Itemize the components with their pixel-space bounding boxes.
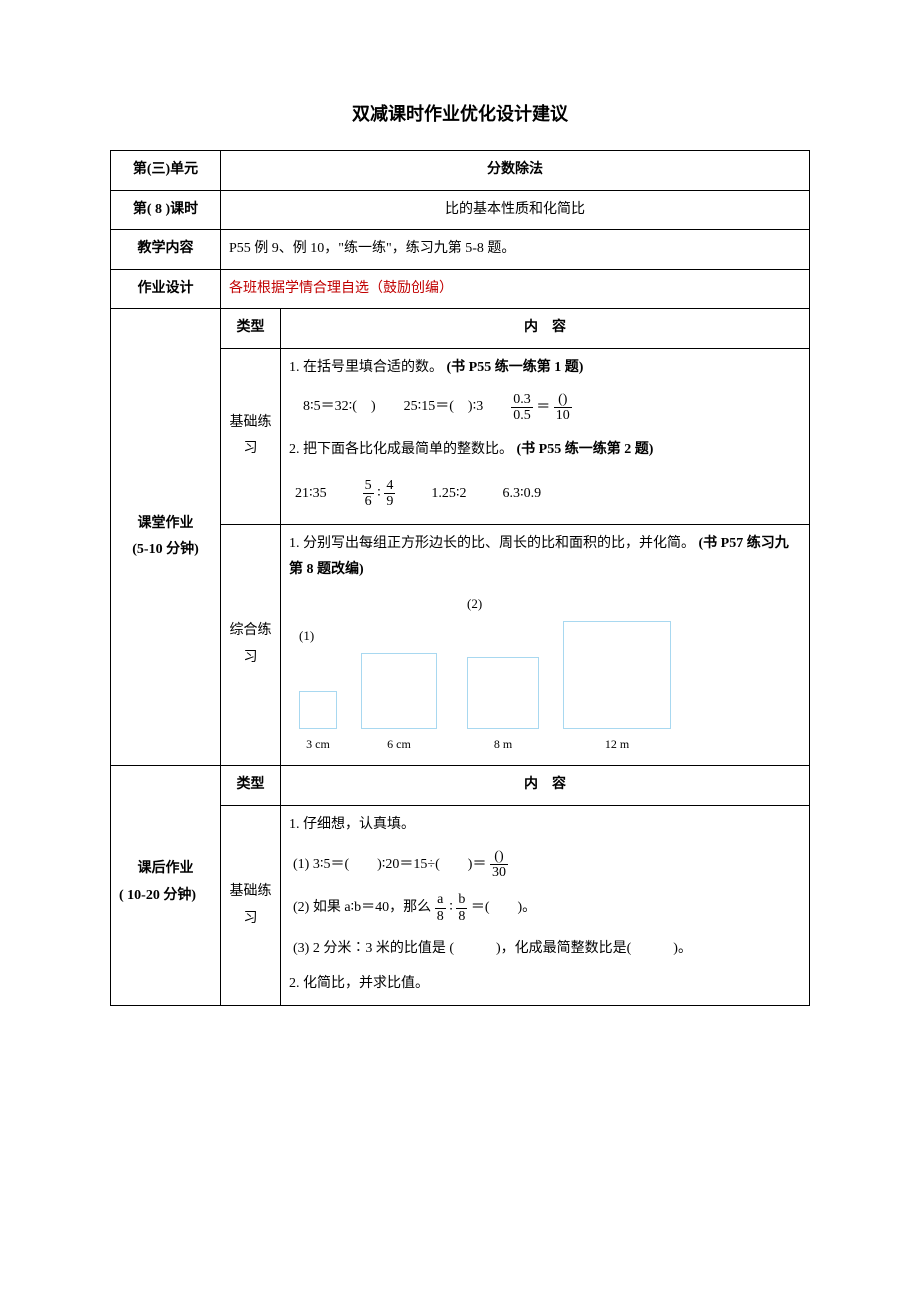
q1-ref: (书 P55 练一练第 1 题) [447, 360, 584, 375]
row-teach: 教学内容 P55 例 9、例 10，"练一练"，练习九第 5-8 题。 [111, 230, 810, 270]
hw-q1a: (1) 3∶5＝( )∶20＝15÷( )＝ () 30 [293, 849, 801, 881]
q1-frac-left: 0.3 0.5 [511, 392, 533, 424]
classwork-basic-content: 1. 在括号里填合适的数。 (书 P55 练一练第 1 题) 8∶5＝32∶( … [281, 348, 810, 524]
q2-text: 2. 把下面各比化成最简单的整数比。 [289, 442, 513, 457]
teach-content: P55 例 9、例 10，"练一练"，练习九第 5-8 题。 [221, 230, 810, 270]
homework-basic-content: 1. 仔细想，认真填。 (1) 3∶5＝( )∶20＝15÷( )＝ () 30… [281, 805, 810, 1005]
q1-eq1: 8∶5＝32∶( ) [303, 394, 376, 421]
hw-q1b-colon: ∶ [449, 900, 453, 915]
square-item: 12 m [563, 621, 671, 756]
q2-f1: 5 6 [363, 478, 374, 510]
q2-eq1: 21∶35 [295, 481, 327, 508]
classwork-basic-type: 基础练习 [221, 348, 281, 524]
lesson-label: 第( 8 )课时 [111, 190, 221, 230]
square-pair-row: 3 cm 6 cm [299, 653, 437, 756]
q2-equations: 21∶35 5 6 ∶ 4 9 1.25∶2 6.3∶0.9 [295, 478, 801, 510]
homework-basic-type: 基础练习 [221, 805, 281, 1005]
hw-q1b-prefix: (2) 如果 a∶b＝40，那么 [293, 900, 431, 915]
q2-eq4: 6.3∶0.9 [502, 481, 541, 508]
row-unit: 第(三)单元 分数除法 [111, 151, 810, 191]
q1-text: 1. 在括号里填合适的数。 [289, 360, 443, 375]
q1-eq2: 25∶15＝( )∶3 [404, 394, 484, 421]
row-lesson: 第( 8 )课时 比的基本性质和化简比 [111, 190, 810, 230]
lesson-title: 比的基本性质和化简比 [221, 190, 810, 230]
main-table: 第(三)单元 分数除法 第( 8 )课时 比的基本性质和化简比 教学内容 P55… [110, 150, 810, 1006]
classwork-label: 课堂作业 (5-10 分钟) [111, 309, 221, 766]
group-number: (2) [467, 592, 482, 617]
hw-q1b-f2: b 8 [456, 892, 467, 924]
square-label: 8 m [494, 733, 512, 756]
q1-frac-right: () 10 [554, 392, 572, 424]
hw-q1b-f1: a 8 [435, 892, 446, 924]
square-item: 3 cm [299, 691, 337, 756]
q2-frac-expr: 5 6 ∶ 4 9 [363, 478, 396, 510]
hw-content: 各班根据学情合理自选（鼓励创编） [221, 269, 810, 309]
hw-q1b: (2) 如果 a∶b＝40，那么 a 8 ∶ b 8 ＝( )。 [293, 892, 801, 924]
group-number: (1) [299, 624, 314, 649]
unit-label: 第(三)单元 [111, 151, 221, 191]
classwork-comp-content: 1. 分别写出每组正方形边长的比、周长的比和面积的比，并化简。 (书 P57 练… [281, 524, 810, 766]
hw-q1-header: 1. 仔细想，认真填。 [289, 812, 801, 839]
homework-label-l2: ( 10-20 分钟) [119, 883, 212, 910]
row-classwork-header: 课堂作业 (5-10 分钟) 类型 内 容 [111, 309, 810, 349]
comp-q1-text: 1. 分别写出每组正方形边长的比、周长的比和面积的比，并化简。 [289, 536, 695, 551]
classwork-label-l1: 课堂作业 [119, 511, 212, 538]
homework-label: 课后作业 ( 10-20 分钟) [111, 766, 221, 1006]
hw-q2: 2. 化简比，并求比值。 [289, 971, 801, 998]
q1-frac-expr: 0.3 0.5 ＝ () 10 [511, 392, 572, 424]
q1-equations: 8∶5＝32∶( ) 25∶15＝( )∶3 0.3 0.5 ＝ () 10 [303, 392, 801, 424]
document-title: 双减课时作业优化设计建议 [110, 100, 810, 126]
hw-q1c: (3) 2 分米∶3 米的比值是 ( )，化成最简整数比是( )。 [293, 936, 801, 963]
square-shape [299, 691, 337, 729]
q2-eq3: 1.25∶2 [431, 481, 466, 508]
squares-diagram: (1) 3 cm 6 cm (2) 8 m 12 m [299, 592, 801, 755]
square-item: 8 m [467, 657, 539, 756]
col-type-header-2: 类型 [221, 766, 281, 806]
square-item: 6 cm [361, 653, 437, 756]
hw-q1a-frac: () 30 [490, 849, 508, 881]
classwork-comp-type: 综合练习 [221, 524, 281, 766]
q1-frac-eq: ＝ [536, 400, 550, 415]
homework-label-l1: 课后作业 [119, 856, 212, 883]
teach-label: 教学内容 [111, 230, 221, 270]
hw-q1b-suffix: ＝( )。 [471, 900, 536, 915]
col-type-header-1: 类型 [221, 309, 281, 349]
classwork-label-l2: (5-10 分钟) [119, 537, 212, 564]
square-group: (2) 8 m 12 m [467, 592, 671, 755]
hw-label: 作业设计 [111, 269, 221, 309]
q2-ref: (书 P55 练一练第 2 题) [517, 442, 654, 457]
square-group: (1) 3 cm 6 cm [299, 624, 437, 755]
row-hwdesign: 作业设计 各班根据学情合理自选（鼓励创编） [111, 269, 810, 309]
q2-line: 2. 把下面各比化成最简单的整数比。 (书 P55 练一练第 2 题) [289, 437, 801, 464]
square-label: 12 m [605, 733, 629, 756]
col-content-header-1: 内 容 [281, 309, 810, 349]
hw-q1a-prefix: (1) 3∶5＝( )∶20＝15÷( )＝ [293, 857, 486, 872]
q2-colon: ∶ [377, 486, 381, 501]
square-shape [563, 621, 671, 729]
unit-title: 分数除法 [221, 151, 810, 191]
square-shape [467, 657, 539, 729]
row-homework-header: 课后作业 ( 10-20 分钟) 类型 内 容 [111, 766, 810, 806]
q2-f2: 4 9 [384, 478, 395, 510]
q1-line: 1. 在括号里填合适的数。 (书 P55 练一练第 1 题) [289, 355, 801, 382]
page: 双减课时作业优化设计建议 第(三)单元 分数除法 第( 8 )课时 比的基本性质… [0, 0, 920, 1066]
comp-q1-line: 1. 分别写出每组正方形边长的比、周长的比和面积的比，并化简。 (书 P57 练… [289, 531, 801, 584]
col-content-header-2: 内 容 [281, 766, 810, 806]
square-label: 6 cm [387, 733, 411, 756]
square-pair-row: 8 m 12 m [467, 621, 671, 756]
square-label: 3 cm [306, 733, 330, 756]
square-shape [361, 653, 437, 729]
